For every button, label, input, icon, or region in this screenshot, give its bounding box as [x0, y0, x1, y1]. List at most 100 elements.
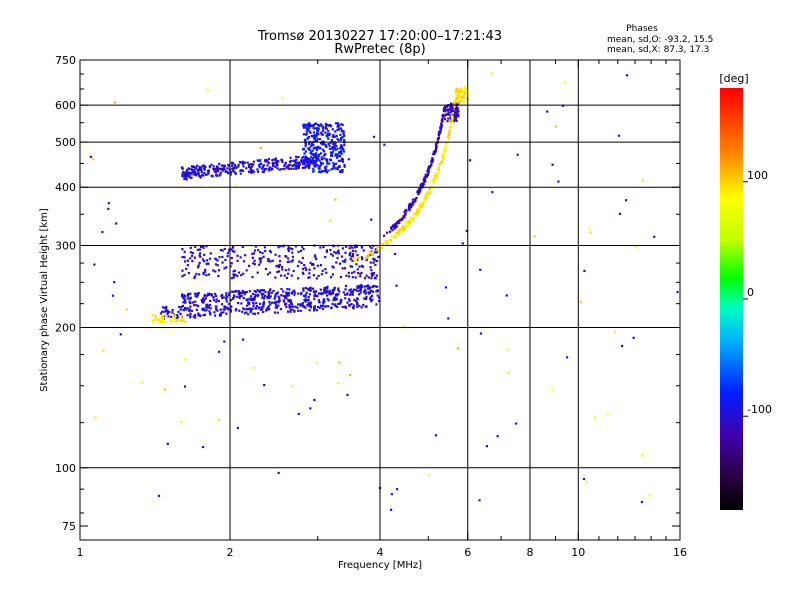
- data-point: [304, 133, 308, 136]
- data-point: [107, 207, 110, 210]
- data-point: [277, 265, 281, 269]
- data-point: [292, 290, 295, 293]
- data-point: [308, 159, 311, 162]
- data-point: [161, 318, 165, 321]
- data-point: [192, 315, 195, 318]
- data-point: [184, 174, 187, 177]
- data-point: [300, 160, 303, 164]
- data-point: [410, 218, 413, 221]
- data-point: [317, 274, 320, 278]
- data-point: [345, 274, 348, 277]
- data-point: [200, 170, 203, 174]
- data-point: [401, 230, 404, 233]
- data-point: [369, 266, 372, 269]
- data-point: [374, 285, 377, 288]
- data-point: [203, 298, 206, 301]
- data-point: [285, 297, 288, 300]
- data-point: [606, 413, 609, 416]
- data-point: [419, 202, 422, 206]
- data-point: [435, 144, 438, 147]
- data-point: [220, 303, 224, 306]
- data-point: [219, 308, 222, 311]
- data-point: [202, 314, 205, 317]
- data-point: [327, 129, 330, 132]
- data-point: [241, 310, 244, 313]
- data-point: [282, 299, 285, 302]
- data-point: [231, 167, 234, 170]
- data-point: [321, 142, 325, 145]
- data-point: [648, 494, 651, 497]
- data-point: [280, 294, 283, 297]
- data-point: [496, 435, 499, 438]
- data-point: [209, 252, 212, 255]
- data-point: [564, 81, 567, 84]
- data-point: [291, 247, 294, 251]
- data-point: [262, 255, 265, 258]
- data-point: [340, 151, 343, 154]
- data-point: [376, 285, 379, 288]
- data-point: [583, 269, 586, 273]
- data-point: [337, 128, 340, 131]
- data-point: [288, 304, 291, 307]
- data-point: [224, 307, 227, 310]
- data-point: [267, 258, 270, 261]
- data-point: [375, 251, 379, 254]
- data-point: [201, 308, 204, 311]
- data-point: [299, 309, 302, 312]
- data-point: [198, 252, 202, 255]
- data-point: [187, 271, 191, 275]
- data-point: [252, 173, 256, 176]
- data-point: [279, 308, 283, 311]
- data-point: [328, 147, 332, 151]
- data-point: [166, 312, 169, 315]
- data-point: [235, 308, 238, 311]
- data-point: [307, 122, 310, 125]
- data-point: [312, 131, 316, 134]
- data-point: [211, 175, 214, 178]
- data-point: [396, 488, 399, 491]
- data-point: [439, 127, 442, 130]
- data-point: [240, 294, 243, 297]
- data-point: [332, 297, 336, 300]
- data-point: [429, 166, 432, 169]
- data-point: [375, 274, 379, 277]
- data-point: [491, 191, 494, 194]
- data-point: [439, 129, 442, 132]
- data-point: [266, 295, 269, 299]
- data-point: [322, 298, 326, 301]
- data-point: [360, 286, 363, 289]
- data-point: [194, 167, 197, 170]
- data-point: [389, 240, 393, 243]
- data-point: [414, 198, 417, 201]
- data-point: [225, 312, 228, 315]
- data-point: [225, 266, 228, 269]
- data-point: [243, 161, 247, 164]
- data-point: [456, 88, 459, 91]
- data-point: [287, 167, 290, 170]
- data-point: [183, 177, 186, 181]
- data-point: [256, 159, 259, 162]
- data-point: [349, 265, 352, 268]
- data-point: [315, 257, 318, 261]
- data-point: [186, 294, 190, 297]
- data-point: [312, 287, 315, 290]
- data-point: [183, 385, 187, 388]
- data-point: [337, 159, 341, 163]
- data-point: [317, 292, 321, 295]
- data-point: [314, 160, 317, 164]
- data-point: [278, 297, 281, 300]
- data-point: [194, 295, 197, 298]
- data-point: [325, 271, 328, 274]
- data-point: [451, 115, 454, 118]
- data-point: [241, 162, 245, 166]
- data-point: [252, 305, 255, 308]
- data-point: [207, 262, 210, 265]
- data-point: [440, 160, 444, 163]
- data-point: [330, 168, 333, 171]
- data-point: [322, 154, 326, 157]
- data-point: [455, 97, 459, 100]
- data-point: [357, 273, 360, 277]
- data-point: [370, 246, 373, 250]
- data-point: [372, 135, 376, 138]
- data-point: [209, 312, 212, 315]
